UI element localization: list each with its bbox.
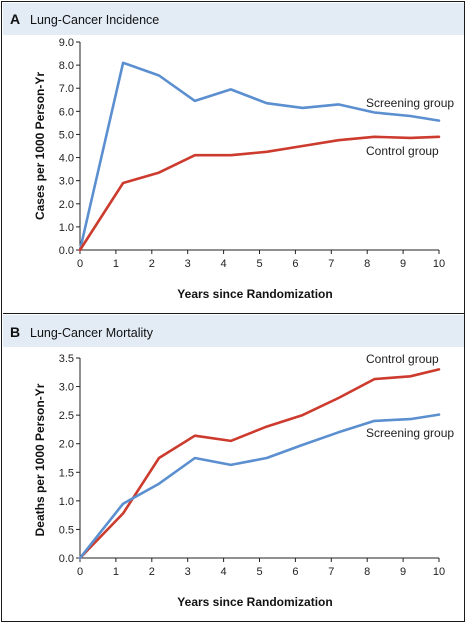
incidence-legend-screening: Screening group [366, 96, 454, 110]
x-tick-label: 5 [256, 566, 262, 578]
x-tick-label: 10 [433, 566, 445, 578]
mortality-legend-screening: Screening group [366, 426, 454, 440]
x-tick-label: 1 [113, 258, 119, 270]
mortality-x-axis-label: Years since Randomization [177, 595, 332, 609]
y-tick-label: 0.0 [59, 245, 74, 257]
x-tick-label: 3 [185, 258, 191, 270]
x-tick-label: 9 [400, 258, 406, 270]
y-tick-label: 0.0 [59, 553, 74, 565]
panel-b-letter: B [10, 324, 20, 340]
y-tick-label: 5.0 [59, 129, 74, 141]
x-tick-label: 3 [185, 566, 191, 578]
y-tick-label: 0.5 [59, 524, 74, 536]
panel-b-title: Lung-Cancer Mortality [30, 326, 154, 340]
y-tick-label: 8.0 [59, 60, 74, 72]
y-tick-label: 7.0 [59, 83, 74, 95]
panel-a-letter: A [10, 11, 20, 27]
x-tick-label: 8 [364, 258, 370, 270]
panel-a-title: Lung-Cancer Incidence [30, 13, 159, 27]
y-tick-label: 1.0 [59, 222, 74, 234]
x-tick-label: 7 [328, 258, 334, 270]
x-tick-label: 4 [221, 258, 227, 270]
incidence-plot: 0.0 1.0 2.0 3.0 4.0 5.0 6.0 7.0 8.0 9.0 0 1 2 3 4 5 6 7 8… [33, 37, 454, 301]
x-tick-label: 10 [433, 258, 445, 270]
y-tick-label: 1.5 [59, 467, 74, 479]
control-group-line [78, 135, 441, 252]
x-tick-label: 7 [328, 566, 334, 578]
x-tick-label: 6 [292, 258, 298, 270]
panel-b-header: B Lung-Cancer Mortality [3, 315, 464, 347]
y-tick-label: 3.5 [59, 353, 74, 365]
y-tick-label: 1.0 [59, 496, 74, 508]
screening-group-line [78, 413, 441, 560]
incidence-y-axis-label: Cases per 1000 Person-Yr [33, 72, 47, 220]
x-tick-label: 5 [256, 258, 262, 270]
x-tick-label: 0 [77, 258, 83, 270]
y-tick-label: 3.0 [59, 176, 74, 188]
screening-group-line [78, 61, 441, 252]
y-tick-label: 6.0 [59, 106, 74, 118]
x-tick-label: 2 [149, 566, 155, 578]
incidence-series [78, 61, 441, 252]
mortality-axes [79, 358, 439, 559]
y-tick-label: 2.0 [59, 199, 74, 211]
panel-a-header-band [3, 3, 464, 35]
y-tick-label: 2.5 [59, 410, 74, 422]
x-tick-label: 9 [400, 566, 406, 578]
x-tick-label: 1 [113, 566, 119, 578]
y-tick-label: 3.0 [59, 382, 74, 394]
mortality-series [78, 368, 441, 560]
x-tick-label: 2 [149, 258, 155, 270]
mortality-y-ticks: 0.0 0.5 1.0 1.5 2.0 2.5 3.0 3.5 [59, 353, 80, 565]
mortality-y-axis-label: Deaths per 1000 Person-Yr [33, 383, 47, 536]
x-tick-label: 6 [292, 566, 298, 578]
y-tick-label: 9.0 [59, 37, 74, 49]
control-group-line [78, 368, 441, 560]
y-tick-label: 2.0 [59, 439, 74, 451]
x-tick-label: 8 [364, 566, 370, 578]
mortality-plot: 0.0 0.5 1.0 1.5 2.0 2.5 3.0 3.5 0 1 2 3 4 5 6 7 8 9 10 Ye… [33, 352, 454, 609]
incidence-legend-control: Control group [366, 144, 439, 158]
mortality-x-ticks: 0 1 2 3 4 5 6 7 8 9 10 [77, 558, 445, 578]
x-tick-label: 4 [221, 566, 227, 578]
x-tick-label: 0 [77, 566, 83, 578]
incidence-x-axis-label: Years since Randomization [177, 287, 332, 301]
panel-b-header-band [3, 315, 464, 347]
incidence-y-ticks: 0.0 1.0 2.0 3.0 4.0 5.0 6.0 7.0 8.0 9.0 [59, 37, 80, 257]
panel-a-header: A Lung-Cancer Incidence [3, 3, 464, 35]
incidence-x-ticks: 0 1 2 3 4 5 6 7 8 9 10 [77, 250, 445, 270]
mortality-legend-control: Control group [366, 352, 439, 366]
y-tick-label: 4.0 [59, 153, 74, 165]
